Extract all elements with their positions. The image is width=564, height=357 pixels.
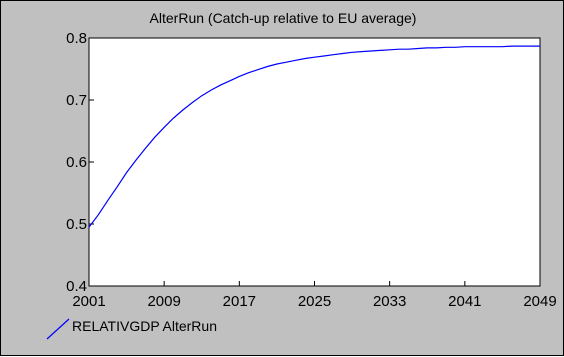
series-layer [88, 45, 540, 228]
chart-title: AlterRun (Catch-up relative to EU averag… [150, 10, 417, 26]
x-tick-label: 2001 [72, 293, 105, 310]
legend: RELATIVGDP AlterRun [46, 318, 217, 340]
x-tick-label: 2049 [523, 293, 556, 310]
y-tick-label: 0.4 [66, 278, 87, 295]
y-tick-label: 0.5 [66, 216, 87, 233]
x-tick-label: 2017 [223, 293, 256, 310]
x-tick-label: 2041 [448, 293, 481, 310]
x-tick-label: 2033 [373, 293, 406, 310]
x-tick-label: 2025 [298, 293, 331, 310]
legend-swatch [46, 318, 70, 340]
series-line-0 [88, 45, 540, 228]
plot-area [88, 37, 541, 287]
x-tick-label: 2009 [147, 293, 180, 310]
legend-label: RELATIVGDP AlterRun [72, 318, 217, 334]
y-axis-ticks: 0.4 0.5 0.6 0.7 0.8 [66, 30, 94, 295]
x-axis-ticks: 2001 2009 2017 2025 2033 2041 2049 [72, 281, 557, 310]
y-tick-label: 0.8 [66, 30, 87, 47]
y-tick-label: 0.6 [66, 154, 87, 171]
y-tick-label: 0.7 [66, 92, 87, 109]
